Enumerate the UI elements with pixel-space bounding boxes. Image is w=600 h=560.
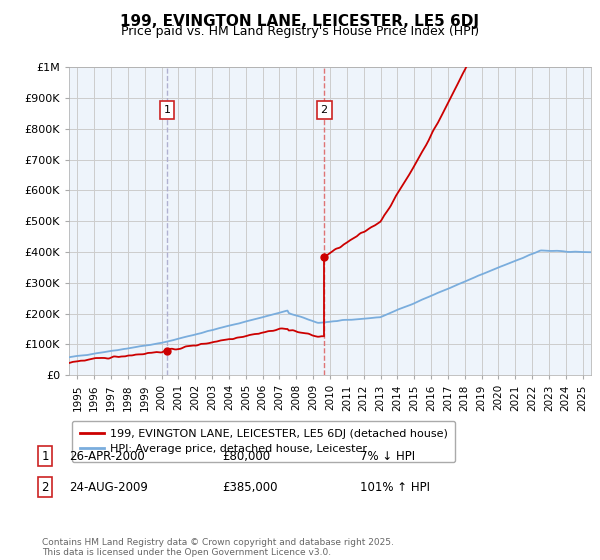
Text: £80,000: £80,000 xyxy=(222,450,270,463)
Text: 2: 2 xyxy=(320,105,328,115)
Text: Contains HM Land Registry data © Crown copyright and database right 2025.
This d: Contains HM Land Registry data © Crown c… xyxy=(42,538,394,557)
Text: 26-APR-2000: 26-APR-2000 xyxy=(69,450,145,463)
Text: 2: 2 xyxy=(41,480,49,494)
Legend: 199, EVINGTON LANE, LEICESTER, LE5 6DJ (detached house), HPI: Average price, det: 199, EVINGTON LANE, LEICESTER, LE5 6DJ (… xyxy=(72,421,455,462)
Text: 1: 1 xyxy=(164,105,170,115)
Text: 24-AUG-2009: 24-AUG-2009 xyxy=(69,480,148,494)
Text: 199, EVINGTON LANE, LEICESTER, LE5 6DJ: 199, EVINGTON LANE, LEICESTER, LE5 6DJ xyxy=(121,14,479,29)
Text: £385,000: £385,000 xyxy=(222,480,277,494)
Text: 101% ↑ HPI: 101% ↑ HPI xyxy=(360,480,430,494)
Text: 7% ↓ HPI: 7% ↓ HPI xyxy=(360,450,415,463)
Text: 1: 1 xyxy=(41,450,49,463)
Text: Price paid vs. HM Land Registry's House Price Index (HPI): Price paid vs. HM Land Registry's House … xyxy=(121,25,479,38)
